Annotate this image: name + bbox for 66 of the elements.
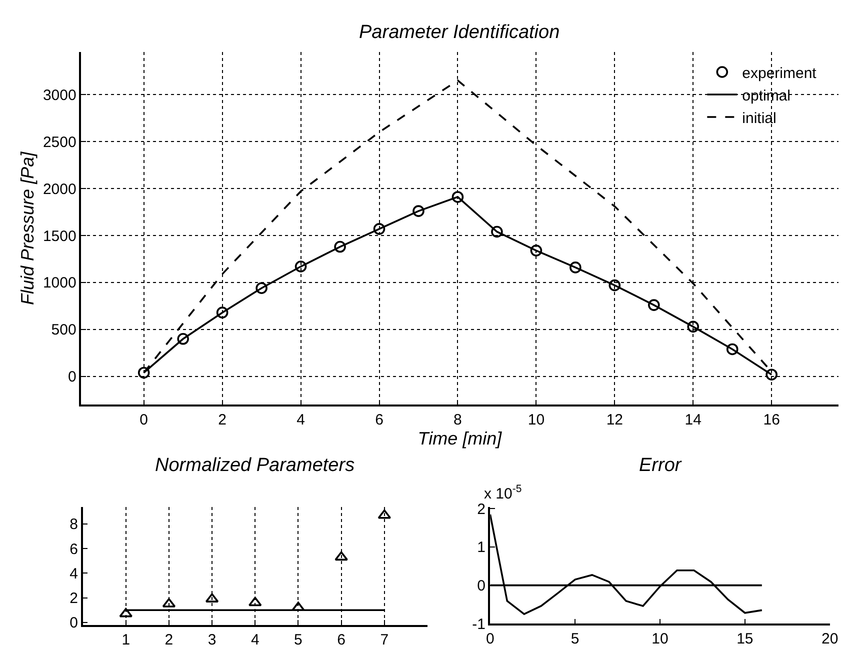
x-tick-label: 5: [294, 632, 302, 649]
point: [248, 596, 262, 606]
point: [378, 509, 392, 519]
x-tick-label: 5: [570, 630, 580, 648]
x-tick-label: 10: [528, 411, 545, 428]
point: [294, 260, 307, 272]
x-tick-label: 14: [684, 411, 702, 428]
x-tick-label: 20: [821, 630, 838, 648]
y-tick-label: 4: [70, 565, 78, 582]
y-tick-label: 1000: [42, 274, 76, 292]
chart-title: Normalized Parameters: [155, 455, 356, 476]
point: [766, 368, 778, 380]
x-tick-label: 4: [250, 632, 260, 649]
point: [648, 299, 660, 311]
y-tick-label: 1: [477, 539, 486, 556]
point: [373, 223, 386, 235]
point: [177, 332, 189, 345]
legend-label: experiment: [742, 64, 818, 82]
point: [452, 191, 464, 203]
chart-title: Parameter Identification: [359, 22, 560, 43]
point: [119, 608, 133, 618]
y-tick-label: 500: [51, 322, 76, 339]
point: [334, 240, 346, 253]
x-tick-label: 0: [140, 411, 148, 428]
chart-title: Error: [639, 455, 682, 476]
x-tick-label: 15: [736, 630, 754, 648]
y-tick-label: 6: [70, 540, 78, 558]
x-tick-label: 16: [763, 411, 780, 428]
y-axis-title: Fluid Pressure [Pa]: [18, 150, 38, 305]
y-tick-label: 2500: [42, 134, 76, 151]
y-tick-label: 0: [68, 368, 76, 386]
legend-label: initial: [742, 110, 776, 127]
text: x 10$^{-5}$: [484, 483, 522, 502]
y-tick-label: 8: [70, 516, 78, 534]
y-tick-label: 2000: [42, 180, 76, 198]
point: [687, 320, 700, 333]
point: [334, 551, 348, 561]
point: [530, 244, 542, 256]
point: [256, 282, 268, 294]
x-tick-label: 6: [337, 632, 346, 649]
x-tick-label: 6: [375, 411, 384, 428]
y-tick-label: 0: [477, 578, 486, 595]
x-tick-label: 8: [454, 411, 462, 428]
y-tick-label: 3000: [42, 86, 76, 104]
y-tick-label: 0: [70, 614, 78, 632]
y-tick-label: 1500: [42, 228, 76, 245]
x-tick-label: 2: [218, 411, 226, 428]
y-tick-label: 2: [70, 590, 78, 608]
x-tick-label: 7: [380, 632, 389, 649]
point: [570, 262, 582, 274]
point: [138, 366, 150, 379]
x-tick-label: 10: [652, 630, 668, 648]
point: [608, 279, 621, 292]
x-tick-label: 3: [208, 632, 216, 649]
point: [726, 343, 738, 356]
point: [412, 205, 424, 217]
x-tick-label: 2: [164, 632, 174, 649]
point: [292, 602, 305, 612]
point: [491, 226, 503, 238]
x-tick-label: 4: [296, 411, 305, 428]
point: [216, 306, 228, 318]
y-tick-label: -1: [472, 616, 486, 633]
y-tick-label: 2: [477, 500, 486, 518]
x-tick-label: 1: [122, 632, 130, 649]
x-tick-label: 12: [606, 411, 623, 428]
x-axis-title: Time [min]: [418, 428, 503, 448]
